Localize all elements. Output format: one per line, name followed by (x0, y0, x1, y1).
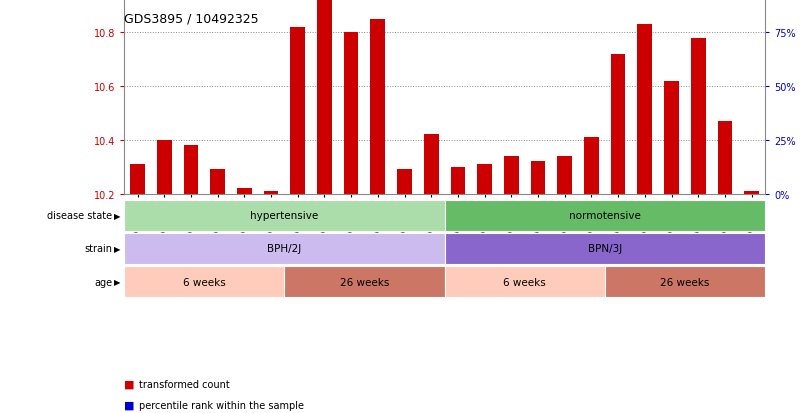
Bar (130, 164, 145, 194)
Text: disease state: disease state (47, 211, 112, 221)
Bar (557, 157, 572, 194)
Bar (445, 233, 765, 264)
Text: ■: ■ (124, 400, 138, 410)
Text: percentile rank within the sample: percentile rank within the sample (139, 400, 304, 410)
Bar (124, 266, 284, 297)
Bar (424, 135, 439, 194)
Bar (290, 28, 305, 194)
Text: ▶: ▶ (114, 211, 120, 220)
Bar (584, 138, 599, 194)
Text: BPH/2J: BPH/2J (268, 244, 301, 254)
Bar (237, 189, 252, 194)
Bar (530, 162, 545, 194)
Bar (610, 55, 626, 194)
Text: transformed count: transformed count (139, 379, 229, 389)
Text: strain: strain (84, 244, 112, 254)
Bar (344, 33, 358, 194)
Text: 6 weeks: 6 weeks (503, 277, 546, 287)
Text: ■: ■ (124, 379, 138, 389)
Bar (183, 146, 199, 194)
Text: 26 weeks: 26 weeks (660, 277, 710, 287)
Text: 6 weeks: 6 weeks (183, 277, 226, 287)
Text: age: age (94, 277, 112, 287)
Bar (284, 266, 445, 297)
Text: 26 weeks: 26 weeks (340, 277, 389, 287)
Bar (744, 191, 759, 194)
Text: ▶: ▶ (114, 278, 120, 286)
Bar (450, 167, 465, 194)
Bar (157, 140, 171, 194)
Bar (605, 266, 765, 297)
Text: hypertensive: hypertensive (250, 211, 319, 221)
Bar (397, 170, 412, 194)
Bar (264, 191, 279, 194)
Bar (445, 200, 765, 231)
Bar (664, 81, 678, 194)
Bar (638, 25, 652, 194)
Bar (317, 1, 332, 194)
Bar (124, 200, 445, 231)
Bar (690, 38, 706, 194)
Bar (370, 20, 385, 194)
Text: BPN/3J: BPN/3J (588, 244, 622, 254)
Bar (124, 233, 445, 264)
Bar (210, 170, 225, 194)
Bar (718, 121, 732, 194)
Text: ▶: ▶ (114, 244, 120, 253)
Text: GDS3895 / 10492325: GDS3895 / 10492325 (124, 12, 259, 25)
Bar (445, 266, 605, 297)
Bar (477, 164, 492, 194)
Bar (504, 157, 519, 194)
Text: normotensive: normotensive (569, 211, 641, 221)
